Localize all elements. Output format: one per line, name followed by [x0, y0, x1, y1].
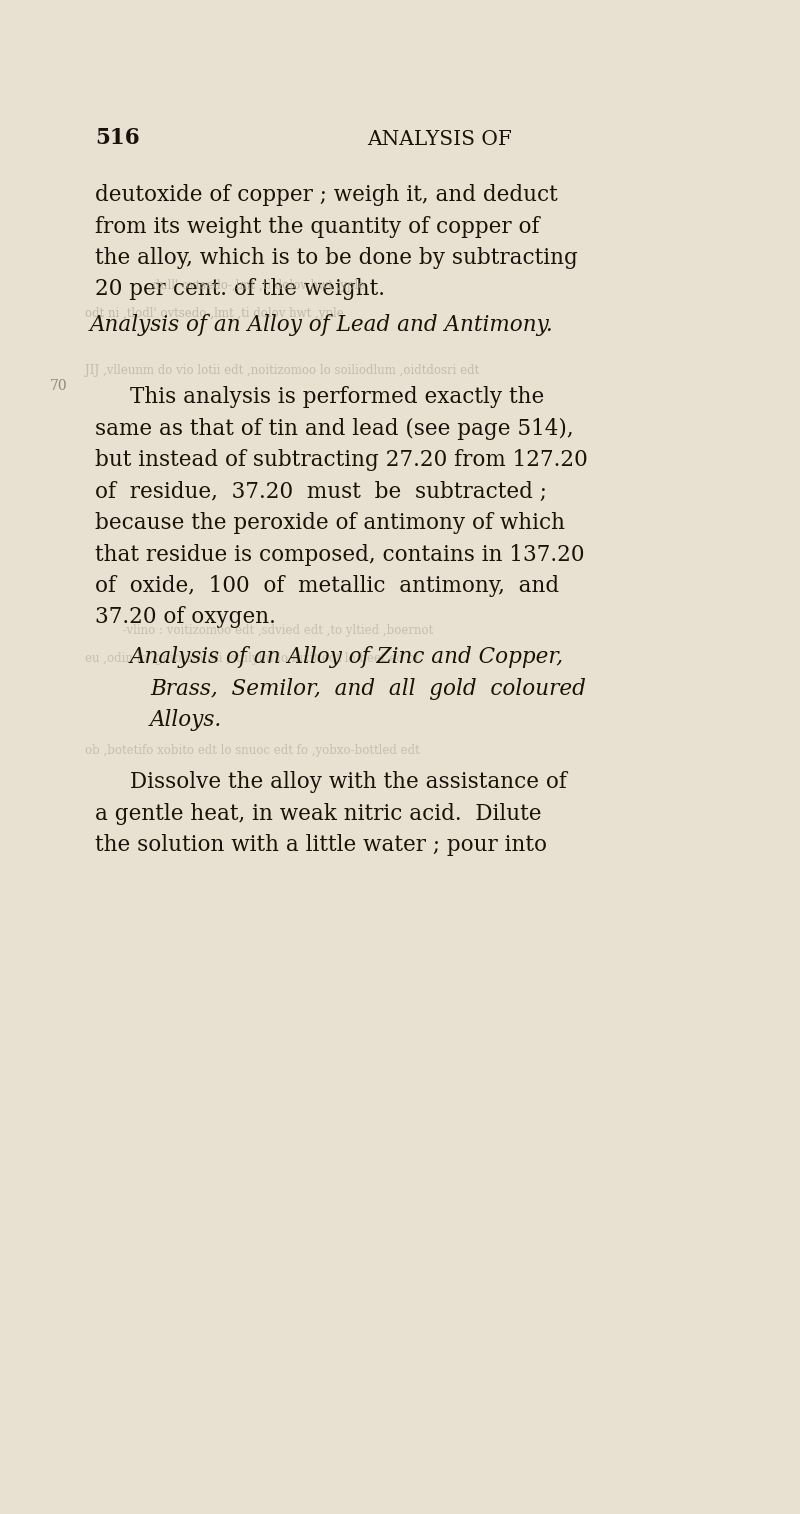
Text: JIJ ,vlleunm do vio lotii edt ,noitizomoo lo soiliodlum ,oidtdosri edt: JIJ ,vlleunm do vio lotii edt ,noitizomo…	[85, 363, 479, 377]
Text: but instead of subtracting 27.20 from 127.20: but instead of subtracting 27.20 from 12…	[95, 450, 588, 471]
Text: 37.20 of oxygen.: 37.20 of oxygen.	[95, 607, 276, 628]
Text: -vlino : voitizomoo edt ,sdvied edt ,to yltied ,boernot: -vlino : voitizomoo edt ,sdvied edt ,to …	[85, 624, 434, 637]
Text: a gentle heat, in weak nitric acid.  Dilute: a gentle heat, in weak nitric acid. Dilu…	[95, 802, 542, 825]
Text: of  oxide,  100  of  metallic  antimony,  and: of oxide, 100 of metallic antimony, and	[95, 575, 559, 597]
Text: deutoxide of copper ; weigh it, and deduct: deutoxide of copper ; weigh it, and dedu…	[95, 185, 558, 206]
Text: the alloy, which is to be done by subtracting: the alloy, which is to be done by subtra…	[95, 247, 578, 269]
Text: Dissolve the alloy with the assistance of: Dissolve the alloy with the assistance o…	[130, 771, 567, 793]
Text: 516: 516	[95, 127, 140, 148]
Text: ANALYSIS OF: ANALYSIS OF	[367, 130, 513, 148]
Text: Alloys.: Alloys.	[150, 709, 222, 731]
Text: the solution with a little water ; pour into: the solution with a little water ; pour …	[95, 834, 547, 855]
Text: odt ni ,tlodl' ovtsedo-,lmt ,ti dolov hwt ,yple: odt ni ,tlodl' ovtsedo-,lmt ,ti dolov hw…	[85, 307, 344, 319]
Text: This analysis is performed exactly the: This analysis is performed exactly the	[130, 386, 544, 407]
Text: that residue is composed, contains in 137.20: that residue is composed, contains in 13…	[95, 544, 585, 566]
Text: Analysis of an Alloy of Lead and Antimony.: Analysis of an Alloy of Lead and Antimon…	[90, 313, 554, 336]
Text: ,dull' ovtsedo-,lmt ,ti dolov hwt ,yple: ,dull' ovtsedo-,lmt ,ti dolov hwt ,yple	[85, 279, 366, 292]
Text: because the peroxide of antimony of which: because the peroxide of antimony of whic…	[95, 512, 565, 534]
Text: 70: 70	[50, 378, 68, 394]
Text: same as that of tin and lead (see page 514),: same as that of tin and lead (see page 5…	[95, 418, 574, 439]
Text: of  residue,  37.20  must  be  subtracted ;: of residue, 37.20 must be subtracted ;	[95, 480, 547, 503]
Text: from its weight the quantity of copper of: from its weight the quantity of copper o…	[95, 215, 539, 238]
Text: Analysis of an Alloy of Zinc and Copper,: Analysis of an Alloy of Zinc and Copper,	[130, 646, 564, 668]
Text: Brass,  Semilor,  and  all  gold  coloured: Brass, Semilor, and all gold coloured	[150, 677, 586, 699]
Text: 20 per cent. of the weight.: 20 per cent. of the weight.	[95, 279, 385, 300]
Text: ob ,botetifo xobito edt lo snuoc edt fo ,yobxo-bottled edt: ob ,botetifo xobito edt lo snuoc edt fo …	[85, 743, 420, 757]
Text: eu ,odin lo ,gniblom eti ,stulylm lo bixit edt lo beet ed ot: eu ,odin lo ,gniblom eti ,stulylm lo bix…	[85, 653, 419, 665]
